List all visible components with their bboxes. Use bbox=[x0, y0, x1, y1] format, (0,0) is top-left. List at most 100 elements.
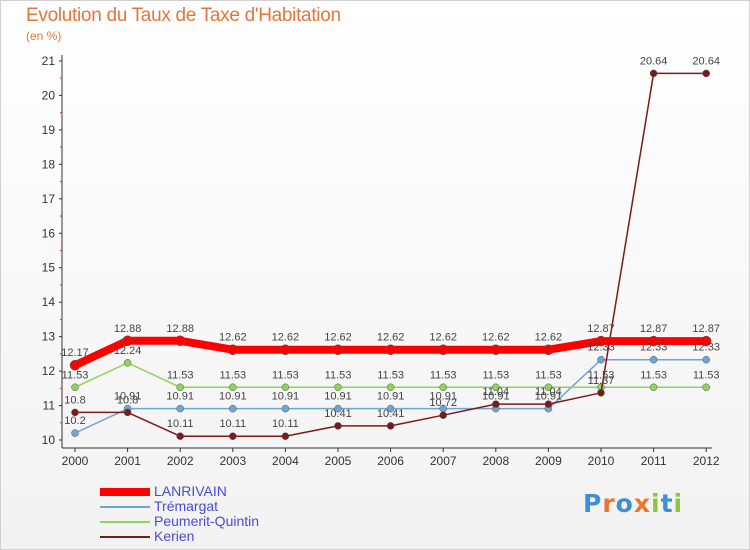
data-label: 12.17 bbox=[61, 347, 89, 359]
data-label: 12.87 bbox=[587, 323, 615, 335]
data-label: 10.91 bbox=[324, 391, 352, 403]
y-tick-label: 19 bbox=[42, 123, 56, 137]
y-tick-label: 18 bbox=[42, 157, 56, 171]
logo-letter: i bbox=[673, 489, 684, 518]
data-label: 12.88 bbox=[114, 323, 142, 335]
x-tick-label: 2011 bbox=[641, 454, 667, 468]
data-label: 10.91 bbox=[219, 391, 247, 403]
x-tick-label: 2005 bbox=[325, 454, 352, 468]
y-tick-label: 21 bbox=[42, 54, 56, 68]
data-point bbox=[332, 344, 344, 355]
data-label: 11.04 bbox=[535, 386, 562, 398]
data-point bbox=[490, 344, 502, 355]
x-tick-label: 2010 bbox=[588, 454, 615, 468]
data-label: 11.53 bbox=[482, 369, 509, 381]
legend-label: LANRIVAIN bbox=[154, 483, 227, 499]
data-label: 11.37 bbox=[588, 375, 615, 387]
data-point bbox=[649, 355, 658, 364]
data-label: 10.2 bbox=[64, 415, 85, 427]
data-label: 12.62 bbox=[482, 332, 510, 344]
data-point bbox=[702, 383, 710, 392]
data-label: 10.91 bbox=[272, 391, 300, 403]
data-point bbox=[702, 69, 710, 78]
data-point bbox=[649, 69, 658, 78]
data-label: 12.62 bbox=[272, 332, 300, 344]
data-label: 10.11 bbox=[219, 418, 246, 430]
data-point bbox=[123, 359, 132, 367]
chart-legend: LANRIVAIN Trémargat Peumerit-Quintin Kerien bbox=[100, 484, 259, 544]
data-point bbox=[176, 432, 184, 440]
data-label: 12.24 bbox=[114, 345, 142, 357]
data-point bbox=[281, 432, 290, 440]
legend-swatch bbox=[100, 535, 150, 538]
data-label: 12.33 bbox=[640, 342, 668, 354]
y-tick-label: 11 bbox=[43, 399, 56, 413]
data-label: 12.62 bbox=[377, 332, 405, 344]
data-label: 11.53 bbox=[377, 369, 404, 381]
data-label: 10.72 bbox=[429, 397, 457, 409]
data-point bbox=[229, 404, 237, 413]
data-label: 10.11 bbox=[272, 418, 299, 430]
legend-item: LANRIVAIN bbox=[100, 484, 259, 499]
data-point bbox=[439, 383, 447, 392]
logo-letter: P bbox=[583, 489, 603, 518]
x-tick-label: 2002 bbox=[167, 454, 194, 468]
data-point bbox=[492, 383, 500, 392]
logo-letter: r bbox=[602, 489, 616, 518]
legend-swatch bbox=[100, 520, 150, 523]
data-label: 12.62 bbox=[429, 332, 457, 344]
data-label: 11.53 bbox=[640, 369, 667, 381]
data-point bbox=[702, 355, 710, 364]
data-point bbox=[229, 432, 237, 440]
data-point bbox=[281, 383, 290, 392]
data-label: 11.53 bbox=[693, 369, 720, 381]
y-tick-label: 12 bbox=[42, 364, 56, 378]
data-point bbox=[122, 335, 133, 347]
data-label: 10.91 bbox=[535, 391, 563, 403]
data-label: 10.91 bbox=[377, 391, 405, 403]
data-label: 11.53 bbox=[167, 369, 194, 381]
data-label: 11.53 bbox=[430, 369, 457, 381]
logo-letter: o bbox=[615, 489, 634, 518]
y-tick-label: 20 bbox=[42, 88, 56, 102]
y-tick-label: 15 bbox=[42, 261, 56, 275]
data-point bbox=[385, 344, 396, 355]
x-tick-label: 2007 bbox=[430, 454, 457, 468]
data-point bbox=[544, 400, 553, 408]
data-point bbox=[492, 400, 500, 408]
data-point bbox=[386, 404, 395, 413]
data-label: 11.53 bbox=[588, 369, 615, 381]
data-label: 12.33 bbox=[692, 342, 720, 354]
legend-item: Kerien bbox=[100, 529, 259, 544]
data-label: 11.53 bbox=[62, 369, 89, 381]
legend-label: Kerien bbox=[154, 528, 195, 544]
data-point bbox=[71, 429, 79, 437]
data-label: 10.41 bbox=[377, 408, 405, 420]
data-label: 10.8 bbox=[64, 394, 85, 406]
x-tick-label: 2006 bbox=[377, 454, 404, 468]
data-label: 10.41 bbox=[324, 408, 352, 420]
data-label: 10.91 bbox=[166, 391, 194, 403]
legend-swatch bbox=[100, 487, 150, 496]
data-point bbox=[437, 344, 449, 355]
data-label: 11.04 bbox=[482, 386, 509, 398]
data-label: 12.88 bbox=[166, 323, 194, 335]
legend-label: Peumerit-Quintin bbox=[154, 513, 260, 529]
data-point bbox=[71, 408, 79, 417]
data-point bbox=[334, 404, 342, 413]
data-label: 20.64 bbox=[640, 55, 668, 67]
data-label: 11.53 bbox=[535, 369, 562, 381]
data-point bbox=[597, 355, 605, 364]
legend-label: Trémargat bbox=[154, 498, 219, 514]
proxiti-logo: Proxiti bbox=[583, 489, 683, 518]
data-point bbox=[123, 408, 132, 417]
data-label: 11.53 bbox=[219, 369, 246, 381]
data-label: 20.64 bbox=[692, 55, 720, 67]
data-label: 10.91 bbox=[429, 391, 457, 403]
x-tick-label: 2001 bbox=[114, 454, 141, 468]
x-tick-label: 2008 bbox=[482, 454, 509, 468]
data-point bbox=[597, 389, 605, 397]
x-tick-label: 2003 bbox=[219, 454, 246, 468]
data-label: 12.33 bbox=[587, 342, 615, 354]
